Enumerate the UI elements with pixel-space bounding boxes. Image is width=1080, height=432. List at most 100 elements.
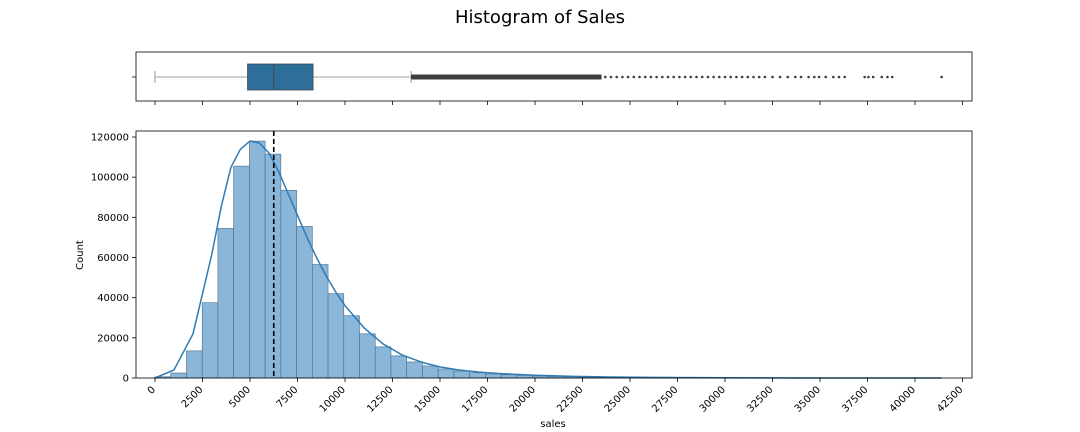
- boxplot-outlier: [871, 75, 875, 79]
- boxplot-outlier: [880, 75, 884, 79]
- boxplot-outlier: [817, 75, 821, 79]
- x-tick-label: 42500: [935, 384, 965, 414]
- boxplot-outlier: [661, 75, 664, 79]
- histogram-bar: [374, 346, 392, 379]
- boxplot-outlier: [740, 75, 744, 79]
- boxplot-outlier: [649, 75, 653, 79]
- boxplot-outlier: [621, 75, 624, 79]
- histogram-bar: [469, 372, 486, 379]
- histogram-bar: [453, 370, 470, 379]
- boxplot-outlier: [837, 75, 841, 79]
- x-tick-label: 10000: [318, 384, 348, 414]
- boxplot-outlier: [678, 75, 681, 79]
- y-tick-label: 100000: [91, 173, 129, 184]
- boxplot-outlier: [867, 75, 870, 79]
- boxplot-outlier: [778, 75, 782, 79]
- histogram-bar: [249, 140, 266, 379]
- histogram-y-ticks: 0 20000 40000 60000 80000 100000 120000: [91, 133, 136, 385]
- boxplot-outlier: [672, 75, 675, 79]
- boxplot-outlier: [655, 75, 658, 79]
- histogram-bar: [296, 226, 313, 379]
- y-tick-label: 0: [123, 374, 129, 385]
- y-axis-label: Count: [75, 240, 86, 270]
- boxplot-outlier: [666, 75, 670, 79]
- y-tick-label: 20000: [97, 333, 129, 344]
- histogram-bar: [312, 264, 329, 379]
- boxplot-outlier: [807, 75, 810, 79]
- histogram-bar: [170, 372, 187, 379]
- histogram-bar: [201, 302, 219, 379]
- histogram-bar: [233, 165, 250, 379]
- boxplot-outlier: [700, 75, 704, 79]
- boxplot-marks: [132, 63, 943, 91]
- boxplot-outlier: [886, 75, 889, 79]
- boxplot-axes-frame: [135, 51, 973, 102]
- boxplot-outlier: [615, 75, 618, 79]
- boxplot-outlier: [723, 75, 727, 79]
- x-tick-label: 20000: [508, 384, 538, 414]
- boxplot-outlier: [746, 75, 750, 79]
- boxplot-outlier: [771, 75, 774, 79]
- y-tick-label: 80000: [97, 213, 129, 224]
- x-tick-label: 5000: [227, 384, 253, 410]
- boxplot-outlier: [799, 75, 803, 79]
- boxplot-outlier: [832, 75, 835, 79]
- boxplot-outlier: [706, 75, 710, 79]
- boxplot-box: [247, 63, 314, 91]
- x-tick-label: 17500: [460, 384, 490, 414]
- boxplot-outlier: [632, 75, 636, 79]
- histogram-bar: [500, 374, 518, 379]
- x-tick-label: 15000: [413, 384, 443, 414]
- boxplot-outlier: [604, 75, 607, 79]
- y-tick-label: 120000: [91, 133, 129, 144]
- boxplot-outliers-dense: [411, 74, 602, 80]
- x-tick-label: 22500: [555, 384, 585, 414]
- boxplot-outlier: [940, 75, 943, 79]
- figure-title: Histogram of Sales: [455, 7, 625, 28]
- histogram-bar: [422, 365, 439, 379]
- boxplot-outlier: [689, 75, 693, 79]
- boxplot-outlier: [752, 75, 755, 79]
- histogram-bar: [359, 333, 376, 379]
- boxplot-outlier: [643, 75, 647, 79]
- histogram-x-ticks: 0 2500 5000 7500 10000 12500 15000 17500 20000 22…: [146, 378, 966, 415]
- boxplot-outlier: [813, 75, 816, 79]
- boxplot-outlier: [824, 75, 827, 79]
- histogram-bar: [280, 189, 297, 379]
- boxplot-outlier: [763, 75, 767, 79]
- histogram-bars: [154, 140, 942, 379]
- histogram-bar: [406, 361, 423, 379]
- histogram-panel: 0 2500 5000 7500 10000 12500 15000 17500 20000 22…: [75, 130, 973, 430]
- histogram-axes-frame: [135, 130, 973, 379]
- histogram-bar: [485, 373, 502, 379]
- boxplot-outlier: [626, 75, 630, 79]
- boxplot-outlier: [757, 75, 761, 79]
- x-tick-label: 35000: [793, 384, 823, 414]
- boxplot-outlier: [683, 75, 687, 79]
- boxplot-outlier: [863, 75, 866, 79]
- x-tick-label: 12500: [365, 384, 395, 414]
- x-tick-label: 37500: [840, 384, 870, 414]
- boxplot-outlier: [890, 75, 894, 79]
- boxplot-panel: [132, 51, 973, 105]
- histogram-bar: [217, 228, 234, 379]
- x-tick-label: 0: [146, 384, 158, 396]
- x-tick-label: 25000: [603, 384, 633, 414]
- histogram-bar: [186, 350, 203, 379]
- x-tick-label: 2500: [180, 384, 206, 410]
- x-tick-label: 27500: [650, 384, 680, 414]
- boxplot-outlier: [843, 75, 846, 79]
- y-tick-label: 40000: [97, 293, 129, 304]
- histogram-bar: [327, 293, 345, 379]
- x-tick-label: 32500: [745, 384, 775, 414]
- histogram-bar: [390, 355, 408, 379]
- x-tick-label: 40000: [888, 384, 918, 414]
- boxplot-outlier: [735, 75, 738, 79]
- boxplot-outlier: [794, 75, 797, 79]
- x-axis-label: sales: [540, 419, 565, 430]
- boxplot-outlier: [729, 75, 732, 79]
- boxplot-x-ticks: [154, 101, 963, 105]
- boxplot-outlier: [718, 75, 721, 79]
- boxplot-outlier: [712, 75, 715, 79]
